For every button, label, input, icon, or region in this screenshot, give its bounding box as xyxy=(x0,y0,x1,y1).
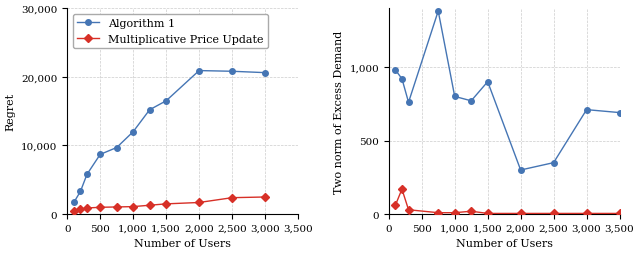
Line: Algorithm 1: Algorithm 1 xyxy=(71,69,268,205)
Algorithm 1 xyxy=(467,100,475,103)
Multiplicative Price Update xyxy=(484,212,492,215)
Multiplicative Price Update xyxy=(404,208,412,211)
X-axis label: Number of Users: Number of Users xyxy=(134,239,231,248)
Algorithm 1 xyxy=(583,109,591,112)
Multiplicative Price Update xyxy=(97,206,104,209)
Multiplicative Price Update xyxy=(261,196,269,199)
Algorithm 1 xyxy=(97,153,104,156)
Algorithm 1 xyxy=(146,109,154,112)
Multiplicative Price Update xyxy=(228,196,236,199)
Algorithm 1 xyxy=(129,131,137,134)
Algorithm 1 xyxy=(398,78,406,81)
Algorithm 1 xyxy=(484,81,492,84)
Algorithm 1 xyxy=(261,72,269,75)
Algorithm 1 xyxy=(228,70,236,73)
X-axis label: Number of Users: Number of Users xyxy=(456,239,553,248)
Algorithm 1 xyxy=(451,96,458,99)
Algorithm 1 xyxy=(435,10,442,13)
Multiplicative Price Update xyxy=(70,210,77,213)
Multiplicative Price Update xyxy=(129,205,137,208)
Algorithm 1 xyxy=(392,69,399,72)
Algorithm 1 xyxy=(195,70,203,73)
Multiplicative Price Update xyxy=(163,202,170,205)
Algorithm 1 xyxy=(517,169,525,172)
Line: Multiplicative Price Update: Multiplicative Price Update xyxy=(71,195,268,214)
Algorithm 1 xyxy=(113,146,120,149)
Multiplicative Price Update xyxy=(398,188,406,191)
Multiplicative Price Update xyxy=(195,201,203,204)
Algorithm 1 xyxy=(77,190,84,193)
Algorithm 1 xyxy=(616,112,623,115)
Algorithm 1 xyxy=(70,201,77,204)
Line: Multiplicative Price Update: Multiplicative Price Update xyxy=(392,187,622,216)
Multiplicative Price Update xyxy=(392,204,399,207)
Algorithm 1 xyxy=(163,100,170,103)
Multiplicative Price Update xyxy=(83,207,91,210)
Multiplicative Price Update xyxy=(467,210,475,213)
Multiplicative Price Update xyxy=(517,212,525,215)
Legend: Algorithm 1, Multiplicative Price Update: Algorithm 1, Multiplicative Price Update xyxy=(73,14,268,49)
Algorithm 1 xyxy=(83,173,91,176)
Multiplicative Price Update xyxy=(616,212,623,215)
Multiplicative Price Update xyxy=(451,211,458,214)
Multiplicative Price Update xyxy=(146,204,154,207)
Multiplicative Price Update xyxy=(435,211,442,214)
Multiplicative Price Update xyxy=(583,212,591,215)
Multiplicative Price Update xyxy=(550,212,557,215)
Line: Algorithm 1: Algorithm 1 xyxy=(392,9,622,173)
Algorithm 1 xyxy=(550,162,557,165)
Multiplicative Price Update xyxy=(77,208,84,211)
Y-axis label: Two norm of Excess Demand: Two norm of Excess Demand xyxy=(333,30,344,193)
Multiplicative Price Update xyxy=(113,206,120,209)
Algorithm 1 xyxy=(404,101,412,104)
Y-axis label: Regret: Regret xyxy=(6,93,15,131)
